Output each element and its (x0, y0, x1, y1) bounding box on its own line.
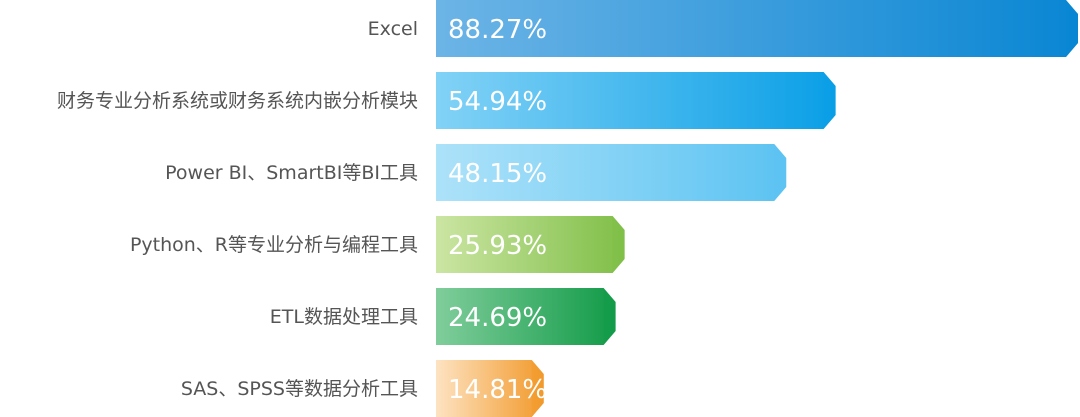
value-label: 88.27% (448, 15, 547, 45)
category-label: Python、R等专业分析与编程工具 (130, 234, 418, 256)
bar (436, 360, 544, 417)
category-label: 财务专业分析系统或财务系统内嵌分析模块 (57, 90, 418, 112)
bar (436, 288, 616, 345)
bar-tip (603, 288, 616, 345)
category-label: Excel (368, 18, 418, 40)
bar (436, 144, 787, 201)
category-label: Power BI、SmartBI等BI工具 (165, 162, 418, 184)
bar (436, 0, 1078, 57)
category-label: SAS、SPSS等数据分析工具 (181, 378, 418, 400)
value-label: 14.81% (448, 375, 547, 405)
value-label: 54.94% (448, 87, 547, 117)
value-label: 24.69% (448, 303, 547, 333)
bar-tip (774, 144, 787, 201)
bar (436, 216, 625, 273)
value-label: 25.93% (448, 231, 547, 261)
category-label: ETL数据处理工具 (270, 306, 418, 328)
value-label: 48.15% (448, 159, 547, 189)
bar-tip (823, 72, 836, 129)
bar-tip (612, 216, 625, 273)
bar-tip (531, 360, 544, 417)
bar-tip (1066, 0, 1078, 57)
bar (436, 72, 836, 129)
